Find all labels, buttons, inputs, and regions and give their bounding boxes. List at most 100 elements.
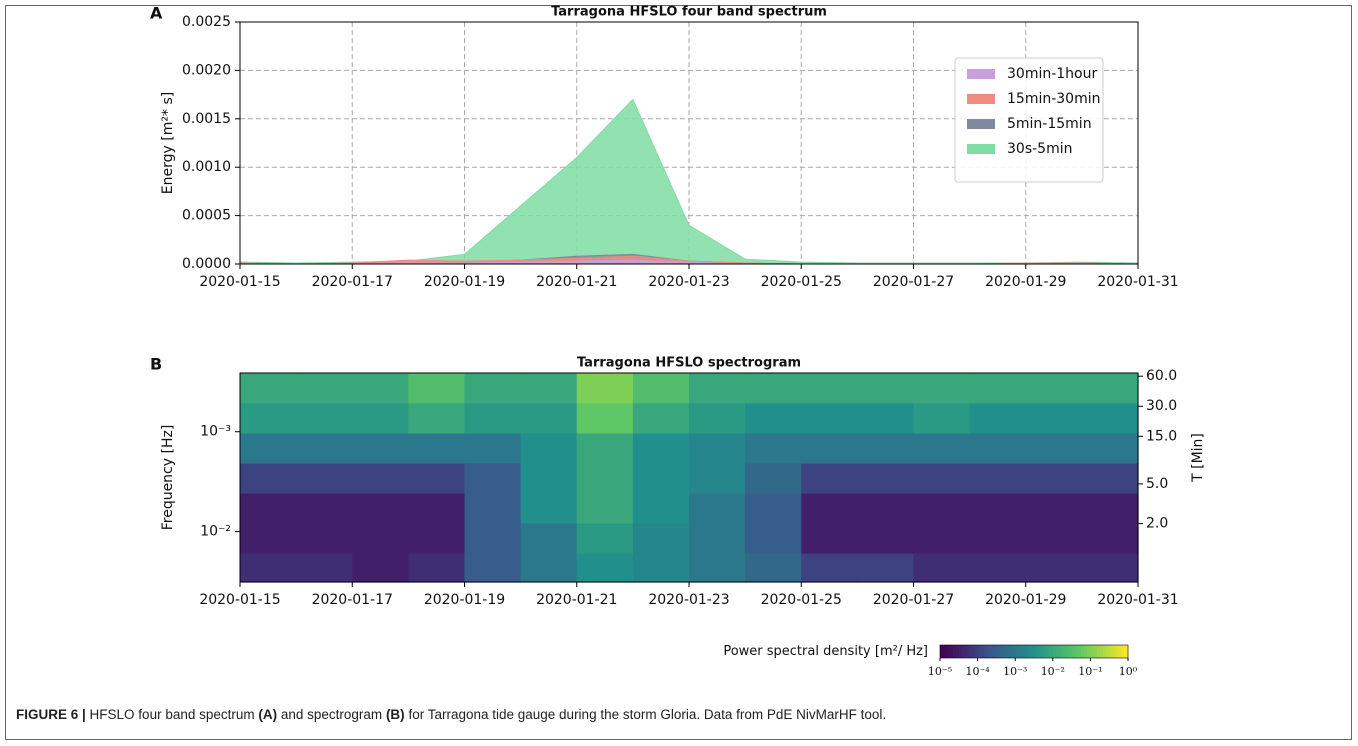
colorbar-tick-label: 10⁻³ — [1003, 665, 1027, 678]
x-tick-label: 2020-01-19 — [424, 274, 505, 290]
heatmap-cell — [352, 523, 409, 555]
heatmap-cell — [1025, 403, 1083, 435]
heatmap-cell — [520, 493, 578, 525]
heatmap-cell — [408, 553, 466, 583]
colorbar-segment — [1121, 645, 1126, 658]
heatmap-cell — [913, 433, 971, 465]
colorbar-segment — [952, 645, 957, 658]
heatmap-cell — [1025, 463, 1083, 495]
y-tick-label: 0.0015 — [182, 111, 231, 127]
heatmap-cell — [576, 523, 634, 555]
y2-tick-label: 60.0 — [1146, 368, 1177, 384]
heatmap-cell — [296, 553, 353, 583]
heatmap-cell — [801, 553, 858, 583]
x-tick-label: 2020-01-25 — [761, 592, 842, 608]
heatmap-cell — [632, 403, 690, 435]
colorbar-segment — [1065, 645, 1069, 658]
heatmap-cell — [1081, 403, 1139, 435]
heatmap-cell — [1081, 433, 1139, 465]
legend-swatch — [967, 69, 995, 79]
x-tick-label: 2020-01-27 — [873, 592, 954, 608]
colorbar-segment — [968, 645, 972, 658]
colorbar-segment — [1052, 645, 1057, 658]
legend-label: 30min-1hour — [1007, 66, 1097, 82]
x-tick-label: 2020-01-15 — [199, 274, 280, 290]
heatmap-cell — [576, 493, 634, 525]
colorbar-segment — [1124, 645, 1129, 658]
heatmap-cell — [1025, 433, 1083, 465]
heatmap-cell — [576, 553, 634, 583]
y-tick-label: 0.0005 — [182, 208, 231, 224]
caption-label: FIGURE 6 | — [16, 707, 86, 722]
heatmap-cell — [857, 403, 915, 435]
heatmap-cell — [296, 373, 353, 405]
colorbar-segment — [1002, 645, 1007, 658]
x-tick-label: 2020-01-17 — [312, 592, 393, 608]
colorbar-segment — [1034, 645, 1038, 658]
colorbar-segment — [1096, 645, 1101, 658]
colorbar-segment — [961, 645, 966, 658]
x-tick-label: 2020-01-19 — [424, 592, 505, 608]
caption-text: for Tarragona tide gauge during the stor… — [404, 707, 887, 722]
x-tick-label: 2020-01-23 — [648, 592, 729, 608]
heatmap-cell — [913, 373, 971, 405]
heatmap-cell — [296, 403, 353, 435]
plot-frame — [239, 21, 1139, 265]
caption-bold: (B) — [385, 707, 405, 722]
heatmap-cell — [913, 553, 971, 583]
colorbar-frame — [939, 644, 1129, 659]
heatmap-cell — [857, 463, 915, 495]
colorbar-segment — [971, 645, 975, 658]
heatmap-cell — [464, 523, 522, 555]
colorbar-segment — [1027, 645, 1032, 658]
heatmap-cell — [1081, 373, 1139, 405]
x-tick-label: 2020-01-29 — [985, 274, 1066, 290]
heatmap-cell — [576, 373, 634, 405]
legend-swatch — [967, 94, 995, 104]
heatmap-cell — [745, 523, 802, 555]
colorbar-segment — [977, 645, 982, 658]
heatmap-cell — [632, 433, 690, 465]
area — [239, 98, 1139, 265]
heatmap-cell — [464, 493, 522, 525]
x-tick-label: 2020-01-21 — [536, 592, 617, 608]
colorbar-segment — [1102, 645, 1107, 658]
y2-tick-label: 2.0 — [1146, 516, 1168, 532]
heatmap — [240, 373, 1139, 583]
caption-text: HFSLO four band spectrum — [85, 707, 259, 722]
heatmap-cell — [969, 433, 1027, 465]
colorbar-segment — [1040, 645, 1044, 658]
colorbar-segment — [1090, 645, 1095, 658]
colorbar-segment — [1059, 645, 1063, 658]
heatmap-cell — [689, 523, 746, 555]
heatmap-cell — [408, 403, 466, 435]
heatmap-cell — [801, 523, 858, 555]
y-tick-label: 0.0020 — [182, 62, 231, 78]
colorbar-segment — [1074, 645, 1079, 658]
heatmap-cell — [1081, 493, 1139, 525]
heatmap-cell — [576, 463, 634, 495]
heatmap-cell — [745, 553, 802, 583]
heatmap-cell — [913, 493, 971, 525]
heatmap-cell — [1081, 523, 1139, 555]
heatmap-cell — [520, 553, 578, 583]
heatmap-cell — [520, 373, 578, 405]
y-tick-label: 0.0025 — [182, 14, 231, 30]
x-tick-label: 2020-01-31 — [1097, 592, 1178, 608]
heatmap-cell — [857, 523, 915, 555]
heatmap-cell — [240, 493, 297, 525]
colorbar-segment — [1046, 645, 1051, 658]
heatmap-cell — [464, 373, 522, 405]
heatmap-cell — [240, 553, 297, 583]
colorbar-segment — [1030, 645, 1035, 658]
y2-tick-label: 30.0 — [1146, 398, 1177, 414]
heatmap-cell — [408, 523, 466, 555]
colorbar-segment — [1093, 645, 1098, 658]
heatmap-cell — [745, 433, 802, 465]
heatmap-cell — [296, 463, 353, 495]
heatmap-cell — [689, 493, 746, 525]
heatmap-cell — [520, 463, 578, 495]
heatmap-cell — [352, 493, 409, 525]
colorbar-segment — [990, 645, 994, 658]
heatmap-cell — [745, 373, 802, 405]
